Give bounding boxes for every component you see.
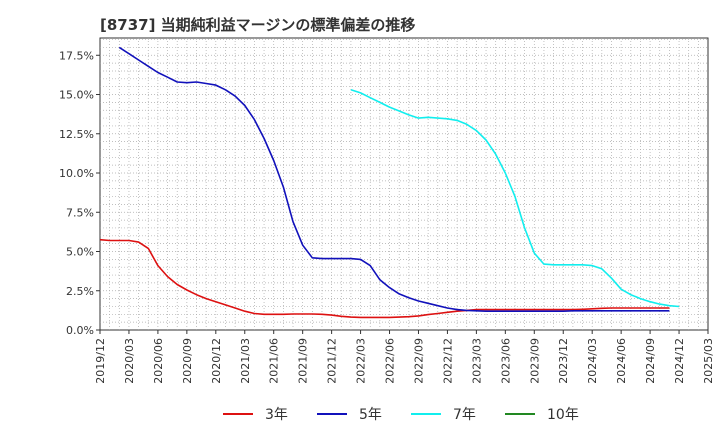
y-tick-label: 10.0% bbox=[59, 167, 94, 180]
series-line bbox=[118, 46, 670, 313]
x-tick-label: 2025/03 bbox=[702, 338, 715, 384]
y-tick-label: 15.0% bbox=[59, 89, 94, 102]
x-tick-label: 2020/03 bbox=[123, 338, 136, 384]
x-tick-label: 2024/06 bbox=[615, 338, 628, 384]
x-tick-label: 2024/03 bbox=[586, 338, 599, 384]
x-tick-label: 2023/06 bbox=[499, 338, 512, 384]
x-tick-label: 2022/12 bbox=[441, 338, 454, 384]
y-tick-label: 0.0% bbox=[66, 324, 94, 337]
x-tick-label: 2020/06 bbox=[152, 338, 165, 384]
legend-label: 3年 bbox=[265, 407, 288, 423]
legend: 3年 5年 7年 10年 bbox=[223, 407, 579, 423]
x-tick-label: 2023/09 bbox=[528, 338, 541, 384]
x-tick-label: 2023/12 bbox=[557, 338, 570, 384]
x-tick-label: 2021/12 bbox=[326, 338, 339, 384]
y-axis: 0.0% 2.5% 5.0% 7.5% 10.0% 12.5% 15.0% 17.5% bbox=[59, 49, 100, 337]
x-tick-label: 2024/09 bbox=[644, 338, 657, 384]
legend-label: 7年 bbox=[453, 407, 476, 423]
y-tick-label: 2.5% bbox=[66, 285, 94, 298]
x-tick-label: 2020/09 bbox=[181, 338, 194, 384]
grid-lines bbox=[100, 38, 708, 330]
x-tick-label: 2021/03 bbox=[239, 338, 252, 384]
chart-title: [8737] 当期純利益マージンの標準偏差の推移 bbox=[100, 16, 416, 34]
x-tick-label: 2024/12 bbox=[673, 338, 686, 384]
y-tick-label: 5.0% bbox=[66, 246, 94, 259]
x-tick-label: 2019/12 bbox=[94, 338, 107, 384]
plot-area bbox=[99, 37, 709, 331]
x-tick-label: 2023/03 bbox=[470, 338, 483, 384]
x-tick-label: 2022/09 bbox=[412, 338, 425, 384]
y-tick-label: 17.5% bbox=[59, 49, 94, 62]
legend-label: 10年 bbox=[547, 407, 579, 423]
series-lines bbox=[99, 46, 680, 319]
y-tick-label: 12.5% bbox=[59, 128, 94, 141]
x-tick-label: 2022/03 bbox=[355, 338, 368, 384]
legend-label: 5年 bbox=[359, 407, 382, 423]
series-line bbox=[350, 89, 680, 308]
y-tick-label: 7.5% bbox=[66, 206, 94, 219]
x-tick-label: 2022/06 bbox=[384, 338, 397, 384]
x-tick-label: 2020/12 bbox=[210, 338, 223, 384]
x-axis: 2019/12 2020/03 2020/06 2020/09 2020/12 2021/… bbox=[94, 330, 715, 384]
x-tick-label: 2021/09 bbox=[297, 338, 310, 384]
series-line bbox=[99, 238, 670, 319]
x-tick-label: 2021/06 bbox=[268, 338, 281, 384]
